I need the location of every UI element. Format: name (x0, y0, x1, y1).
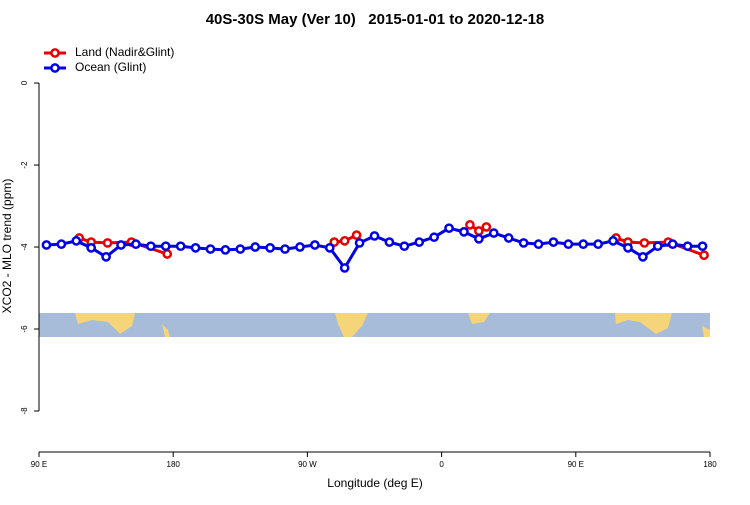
legend-label: Land (Nadir&Glint) (75, 45, 174, 59)
data-point (465, 220, 475, 230)
data-point (399, 241, 410, 252)
data-point (533, 239, 544, 250)
data-point (354, 238, 365, 248)
y-tick-label: -4 (20, 243, 29, 251)
y-tick-label: -8 (20, 407, 29, 415)
data-point (250, 242, 261, 252)
data-point (414, 237, 425, 247)
data-point (578, 239, 589, 250)
data-point (162, 249, 173, 259)
land-shape (75, 313, 135, 334)
data-point (41, 240, 52, 250)
x-tick-label: 180 (703, 460, 717, 469)
land-shape (702, 326, 710, 337)
land-shape (468, 313, 490, 324)
data-point (205, 244, 216, 254)
x-tick-label: 0 (439, 460, 444, 469)
data-point (638, 252, 648, 262)
data-point (697, 241, 708, 252)
data-point (175, 241, 186, 252)
data-point (682, 241, 693, 252)
data-point (474, 233, 484, 244)
data-point (295, 242, 305, 252)
data-point (145, 241, 156, 252)
data-point (593, 239, 604, 250)
data-point (699, 250, 709, 261)
x-tick-label: 90 E (568, 460, 584, 469)
data-point (384, 237, 395, 247)
data-point (518, 238, 529, 248)
data-point (488, 228, 499, 238)
data-point (369, 231, 380, 241)
data-point (235, 244, 246, 254)
data-point (563, 239, 574, 250)
x-tick-label: 90 E (31, 460, 47, 469)
data-point (324, 242, 335, 253)
land-shape (162, 324, 170, 337)
y-tick-label: 0 (20, 80, 29, 85)
data-point (459, 227, 469, 237)
x-axis-label: Longitude (deg E) (327, 476, 422, 490)
data-point (652, 241, 663, 252)
data-point (116, 240, 126, 250)
data-point (102, 238, 113, 248)
data-point (339, 263, 350, 273)
data-point (160, 241, 171, 252)
data-point (667, 239, 678, 250)
data-point (101, 252, 111, 262)
data-point (474, 226, 484, 236)
data-point (280, 244, 290, 254)
legend-marker (50, 63, 60, 73)
data-point (71, 236, 82, 246)
data-point (429, 232, 439, 243)
x-tick-label: 180 (167, 460, 181, 469)
data-point (131, 239, 141, 250)
legend-marker (50, 48, 60, 58)
data-point (623, 242, 633, 253)
data-point (339, 236, 350, 246)
data-point (56, 239, 67, 250)
map-strip (39, 313, 710, 337)
data-point (639, 238, 650, 248)
data-point (310, 240, 320, 250)
y-axis-label: XCO2 - MLO trend (ppm) (0, 179, 14, 314)
data-point (265, 242, 275, 253)
ocean-band (39, 313, 710, 337)
data-point (503, 233, 514, 243)
legend-label: Ocean (Glint) (75, 60, 146, 74)
x-tick-label: 90 W (298, 460, 317, 469)
land-shape (615, 313, 672, 334)
data-point (220, 245, 231, 255)
data-point (608, 236, 618, 246)
data-point (190, 242, 201, 253)
y-tick-label: -2 (20, 161, 29, 169)
data-point (86, 242, 97, 253)
data-point (548, 237, 559, 247)
land-shape (335, 313, 368, 337)
data-point (481, 222, 492, 232)
data-point (444, 223, 454, 234)
data-point (351, 230, 362, 240)
y-tick-label: -6 (20, 325, 29, 333)
chart-title: 40S-30S May (Ver 10) 2015-01-01 to 2020-… (206, 11, 545, 28)
